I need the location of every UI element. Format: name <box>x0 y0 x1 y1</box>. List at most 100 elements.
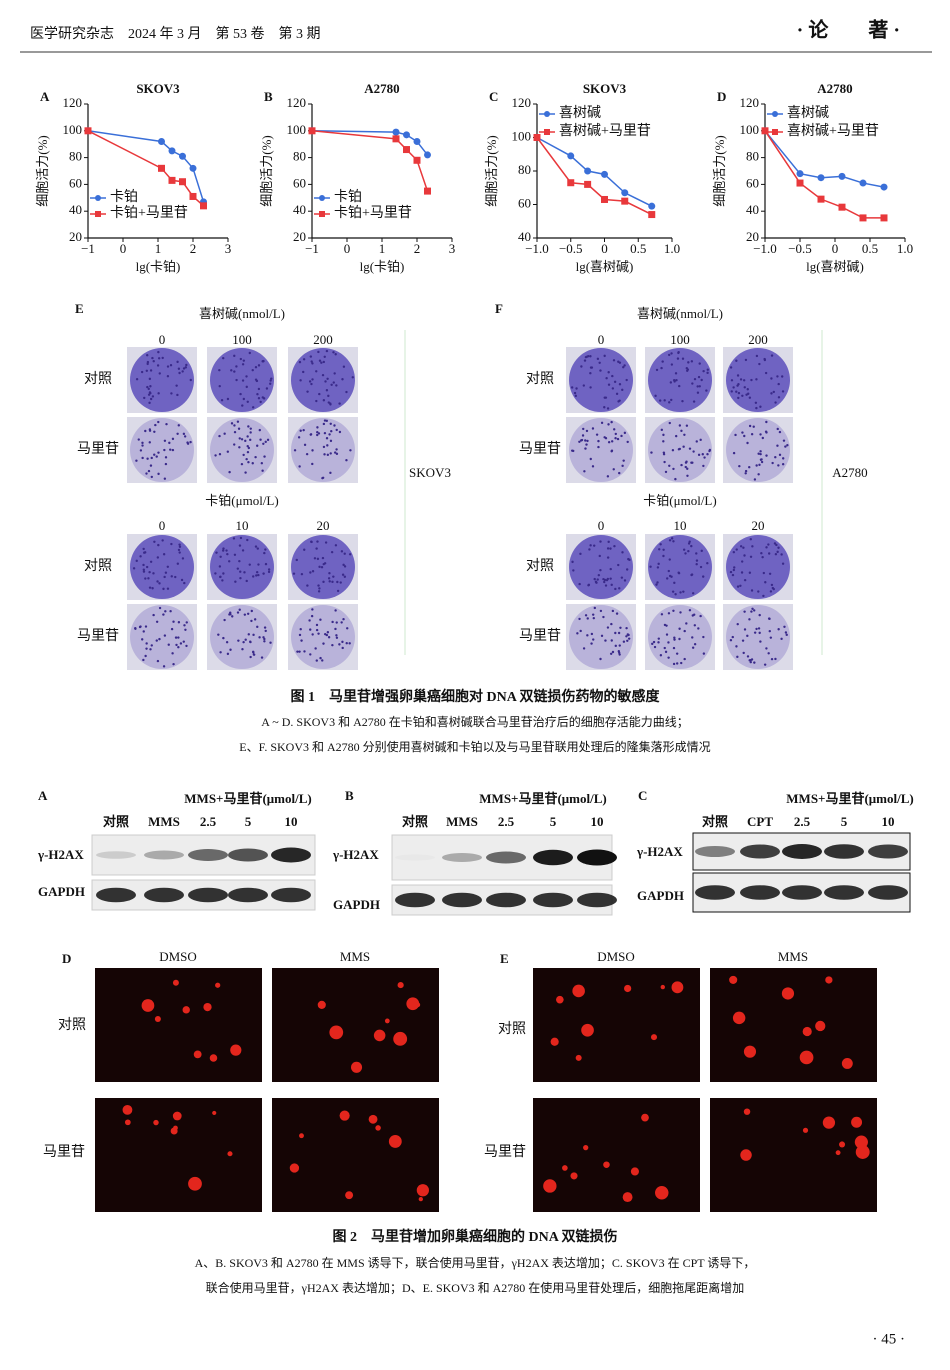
colony <box>599 540 602 543</box>
point <box>168 147 176 155</box>
lane-label: 2.5 <box>200 814 217 829</box>
colony <box>582 427 585 431</box>
y-tick-label: 120 <box>287 95 307 110</box>
colony <box>596 357 600 361</box>
colony <box>785 633 788 637</box>
fig1-title: 图 1 马里苷增强卵巢癌细胞对 DNA 双链损伤药物的敏感度 <box>290 688 660 705</box>
colony <box>777 396 781 399</box>
colony <box>167 643 170 646</box>
y-tick-label: 40 <box>69 202 82 217</box>
colony <box>155 639 158 642</box>
colony <box>157 543 160 547</box>
cell <box>743 1108 751 1115</box>
colony <box>677 571 680 574</box>
y-tick-label: 40 <box>518 229 531 244</box>
colony <box>733 566 736 569</box>
row-label: 对照 <box>84 371 112 387</box>
colony <box>259 438 262 441</box>
colony <box>248 563 251 566</box>
colony <box>334 353 337 356</box>
colony <box>748 466 751 469</box>
point <box>838 203 846 211</box>
colony <box>688 609 692 612</box>
colony <box>183 624 186 627</box>
colony <box>244 471 247 474</box>
colony <box>735 390 738 393</box>
band <box>188 849 228 861</box>
colony <box>674 477 677 481</box>
colony <box>163 575 166 579</box>
colony <box>770 583 774 587</box>
colony <box>675 379 678 382</box>
colony <box>178 545 182 548</box>
colony <box>244 439 247 443</box>
dose-label: 200 <box>313 332 333 347</box>
colony <box>246 612 250 615</box>
colony <box>152 613 155 617</box>
colony <box>132 567 136 570</box>
colony <box>678 447 682 451</box>
colony <box>649 565 652 568</box>
colony <box>230 422 234 425</box>
colony <box>780 637 783 641</box>
colony <box>341 378 344 381</box>
colony <box>666 577 669 580</box>
colony <box>317 590 321 593</box>
colony <box>663 399 666 402</box>
y-tick-label: 100 <box>63 122 83 137</box>
legend-label: 喜树碱 <box>559 105 601 121</box>
panel-label: E <box>75 301 84 316</box>
colony <box>329 471 332 475</box>
colony <box>149 464 153 467</box>
colony <box>770 392 773 395</box>
cell <box>203 1002 212 1012</box>
colony <box>764 430 768 433</box>
colony <box>263 626 267 629</box>
colony <box>777 546 780 549</box>
colony <box>599 369 602 372</box>
colony <box>311 570 315 573</box>
legend-label: 喜树碱+马里苷 <box>559 123 651 139</box>
colony <box>219 555 222 558</box>
colony <box>732 568 736 572</box>
colony <box>327 636 331 639</box>
colony <box>219 575 222 579</box>
colony <box>592 638 595 641</box>
colony <box>349 449 352 452</box>
colony <box>671 449 675 452</box>
colony <box>697 375 701 379</box>
colony <box>735 645 738 648</box>
colony <box>618 471 621 475</box>
point <box>584 167 592 175</box>
colony <box>775 543 778 547</box>
colony <box>745 393 748 396</box>
colony <box>228 470 231 474</box>
colony <box>614 587 617 591</box>
colony <box>330 550 334 554</box>
colony <box>755 354 759 358</box>
colony <box>732 386 735 389</box>
lane-label: 2.5 <box>794 814 811 829</box>
colony <box>321 659 324 662</box>
cell-line: SKOV3 <box>409 465 451 480</box>
colony <box>162 613 165 616</box>
colony <box>262 442 265 446</box>
colony <box>322 445 326 449</box>
colony <box>255 571 259 574</box>
band <box>577 892 617 908</box>
colony <box>597 573 601 577</box>
colony <box>245 457 248 461</box>
colony <box>236 567 240 570</box>
dose-label: 0 <box>598 518 605 533</box>
cell <box>350 1061 363 1073</box>
column-label: DMSO <box>159 949 197 964</box>
colony <box>698 385 701 388</box>
colony-well <box>569 348 633 412</box>
series-line <box>87 130 205 203</box>
colony <box>149 560 153 563</box>
colony <box>157 451 160 454</box>
colony <box>614 436 617 440</box>
colony <box>338 430 342 434</box>
x-tick-label: 3 <box>225 241 232 256</box>
colony <box>326 377 329 380</box>
